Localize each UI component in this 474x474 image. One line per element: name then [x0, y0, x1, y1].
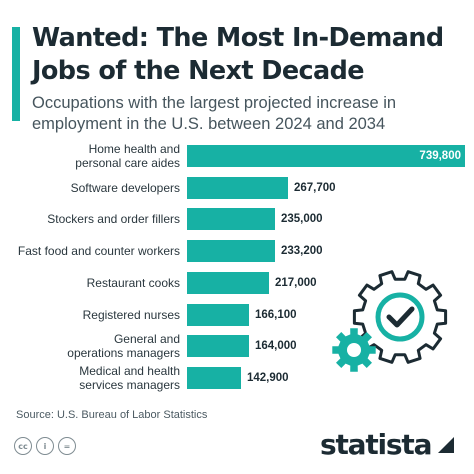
attribution-icon[interactable]: i [36, 437, 54, 455]
bar [187, 366, 241, 389]
gears-icon [332, 270, 448, 372]
value-label: 166,100 [255, 308, 297, 321]
value-label: 217,000 [275, 276, 317, 289]
bar [187, 335, 249, 358]
small-gear-icon [332, 328, 376, 372]
value-label: 739,800 [419, 150, 461, 162]
brand-name: statista [320, 428, 432, 461]
category-label: Home health and personal care aides [75, 142, 180, 170]
chart-title: Wanted: The Most In-Demand Jobs of the N… [32, 23, 444, 86]
value-label: 233,200 [281, 245, 323, 258]
bar [187, 208, 275, 231]
license-icons[interactable]: cc i = [14, 437, 76, 455]
source-note: Source: U.S. Bureau of Labor Statistics [16, 409, 208, 421]
value-label: 267,700 [294, 181, 336, 194]
category-label: Medical and health services managers [79, 363, 180, 392]
category-label: Restaurant cooks [86, 275, 180, 290]
title-accent-bar [12, 27, 20, 121]
chart-subtitle: Occupations with the largest projected i… [32, 94, 397, 133]
statista-mark-icon [438, 436, 455, 453]
statista-logo[interactable]: statista [320, 428, 456, 461]
category-label: Stockers and order fillers [47, 212, 180, 227]
no-derivatives-icon[interactable]: = [58, 437, 76, 455]
category-label: Registered nurses [82, 307, 180, 322]
value-label: 235,000 [281, 213, 323, 226]
bar [187, 145, 465, 167]
value-label: 142,900 [247, 371, 289, 384]
bar-chart: Home health and personal care aides 739,8… [0, 140, 474, 400]
category-label: General and operations managers [67, 332, 180, 361]
value-label: 164,000 [255, 340, 297, 353]
bar [187, 176, 288, 199]
bar [187, 303, 249, 326]
category-label: Fast food and counter workers [17, 244, 180, 259]
large-gear-icon [352, 270, 448, 364]
category-label: Software developers [70, 180, 180, 195]
creative-commons-icon[interactable]: cc [14, 437, 32, 455]
bar [187, 271, 269, 294]
bar [187, 240, 275, 263]
